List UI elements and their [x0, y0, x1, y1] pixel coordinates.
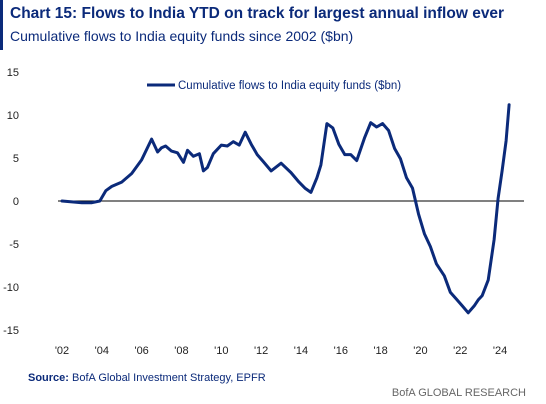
x-tick-label: '14: [294, 345, 308, 357]
chart-subtitle: Cumulative flows to India equity funds s…: [10, 28, 354, 44]
x-tick-label: '12: [254, 345, 268, 357]
x-tick-label: '20: [413, 345, 427, 357]
series-line: [60, 103, 511, 315]
y-tick-label: 5: [13, 153, 19, 165]
legend-label: Cumulative flows to India equity funds (…: [178, 80, 401, 92]
x-tick-label: '04: [95, 345, 109, 357]
source-note: Source: BofA Global Investment Strategy,…: [28, 372, 266, 384]
x-axis-ticks: '02 '04 '06 '08 '10 '12 '14 '16 '18 '20 '22 '24: [55, 345, 507, 357]
chart-title: Chart 15: Flows to India YTD on track fo…: [10, 5, 505, 22]
legend: Cumulative flows to India equity funds (…: [147, 80, 401, 92]
x-tick-label: '24: [493, 345, 507, 357]
x-tick-label: '08: [174, 345, 188, 357]
y-tick-label: -5: [9, 239, 19, 251]
y-tick-label: 10: [7, 110, 19, 122]
x-tick-label: '10: [214, 345, 228, 357]
y-tick-label: -15: [3, 325, 19, 337]
research-credit: BofA GLOBAL RESEARCH: [391, 387, 526, 399]
x-tick-label: '06: [134, 345, 148, 357]
x-tick-label: '18: [373, 345, 387, 357]
y-tick-label: 0: [13, 196, 19, 208]
x-tick-label: '02: [55, 345, 69, 357]
y-tick-label: -10: [3, 282, 19, 294]
y-axis-ticks: 15 10 5 0 -5 -10 -15: [3, 67, 19, 337]
source-text: BofA Global Investment Strategy, EPFR: [72, 372, 266, 384]
x-tick-label: '16: [334, 345, 348, 357]
source-label: Source:: [28, 372, 69, 384]
y-tick-label: 15: [7, 67, 19, 79]
title-accent-bar: [0, 0, 3, 50]
x-tick-label: '22: [453, 345, 467, 357]
